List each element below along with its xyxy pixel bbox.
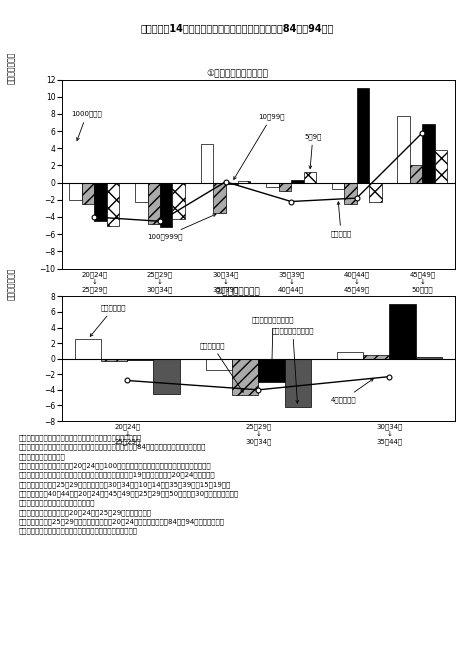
Bar [356, 88, 369, 182]
Text: 金属プレス工: 金属プレス工 [199, 342, 243, 392]
Bar [363, 355, 390, 359]
Bar [82, 182, 94, 204]
Bar [291, 180, 303, 182]
Bar [94, 182, 107, 221]
Text: システム・エンジニア: システム・エンジニア [252, 316, 294, 379]
Text: 企業規模計: 企業規模計 [330, 202, 352, 237]
Bar [284, 359, 311, 407]
Y-axis label: （％ポイント）: （％ポイント） [8, 268, 17, 300]
Bar [160, 182, 173, 227]
Text: 4職種の平均: 4職種の平均 [330, 379, 374, 403]
Bar [422, 124, 435, 182]
Bar [332, 182, 344, 190]
Text: 自動車組立工: 自動車組立工 [90, 304, 127, 336]
Bar [206, 359, 232, 371]
Text: 第３－２－14図　賃金プロファイルの傾きの変化（84年～94年）: 第３－２－14図 賃金プロファイルの傾きの変化（84年～94年） [140, 23, 334, 33]
Bar [232, 359, 258, 395]
Bar [213, 182, 226, 213]
Bar [266, 182, 279, 187]
Bar [279, 182, 291, 191]
Bar [75, 339, 101, 359]
Text: （備考）　１．　労働省「賃金構造基本統計調査」により作成。
　　　　　２．　数値は、各年齢階層間の賃金指数の伸び率も84年と　钥年で比較し、差を求め
　　　　　: （備考） １． 労働省「賃金構造基本統計調査」により作成。 ２． 数値は、各年齢… [19, 434, 239, 534]
Bar [201, 144, 213, 182]
Bar [435, 150, 447, 182]
Bar [101, 359, 127, 361]
Bar [397, 115, 410, 182]
Bar [303, 172, 316, 182]
Bar [127, 359, 154, 360]
Text: 10～99人: 10～99人 [234, 113, 285, 180]
Text: 5～9人: 5～9人 [304, 133, 321, 168]
Text: 1000人以上: 1000人以上 [72, 111, 102, 141]
Bar [337, 353, 363, 359]
Bar [258, 359, 284, 382]
Bar [390, 304, 416, 359]
Y-axis label: （％ポイント）: （％ポイント） [8, 52, 17, 84]
Bar [107, 182, 119, 225]
Text: ①企業規模別（産業計）: ①企業規模別（産業計） [206, 70, 268, 79]
Text: 100～999人: 100～999人 [147, 214, 216, 240]
Bar [147, 182, 160, 224]
Bar [70, 182, 82, 200]
Bar [154, 359, 180, 394]
Bar [135, 182, 147, 202]
Bar [410, 166, 422, 182]
Bar [344, 182, 356, 204]
Bar [173, 182, 185, 219]
Text: ②職種別（男子）: ②職種別（男子） [214, 286, 260, 296]
Bar [238, 181, 250, 182]
Text: 電子計算機オペレータ: 電子計算機オペレータ [272, 328, 314, 403]
Bar [226, 182, 238, 184]
Bar [416, 357, 442, 359]
Bar [369, 182, 382, 202]
